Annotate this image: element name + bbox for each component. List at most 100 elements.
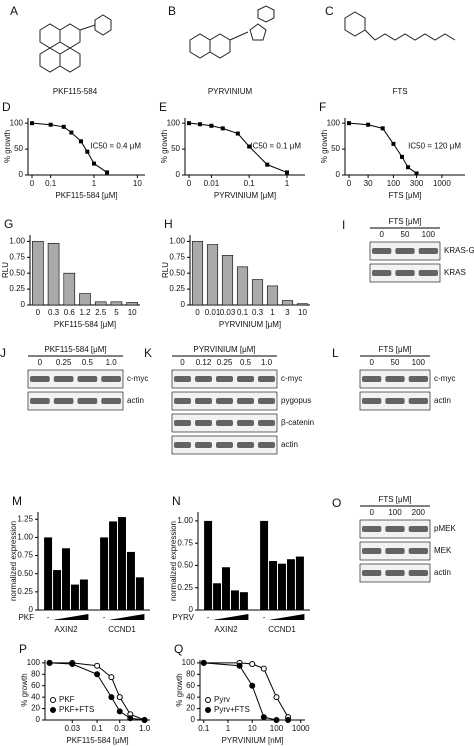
data-point [220, 126, 225, 131]
y-tick-label: 0 [189, 605, 194, 614]
panel-letter: D [2, 100, 11, 114]
y-tick-label: 1.00 [177, 516, 193, 525]
y-axis-label: normalized expression [169, 521, 178, 601]
y-tick-label: 1.00 [17, 533, 33, 542]
blot-band [418, 248, 438, 254]
blot-band [258, 420, 275, 426]
data-point [78, 139, 83, 144]
blot-band [216, 442, 233, 448]
blot-band [77, 398, 98, 404]
legend-label: Pyrv+FTS [214, 705, 250, 714]
blot-band [216, 398, 233, 404]
data-point [48, 122, 53, 127]
x-tick-label: 3 [285, 308, 290, 317]
x-tick-label: 1 [270, 308, 275, 317]
bar [222, 567, 230, 610]
y-tick-label: 0 [336, 170, 341, 179]
y-tick-label: 60 [31, 681, 40, 690]
blot-band [53, 398, 74, 404]
data-point [284, 170, 289, 175]
data-point [380, 126, 385, 131]
blot-band [408, 398, 428, 404]
panel-letter: P [19, 642, 27, 656]
row-label: MEK [434, 546, 452, 555]
control-label: - [207, 613, 210, 622]
blot-band [30, 376, 50, 382]
blot-band [195, 420, 212, 426]
x-tick-label: 0.1 [237, 308, 249, 317]
y-axis-label: % growth [20, 673, 29, 706]
panel-letter: M [12, 494, 22, 508]
data-point [260, 714, 267, 721]
bar [79, 293, 91, 306]
row-label: c-myc [281, 374, 302, 383]
panel-letter: A [10, 4, 18, 18]
data-point [105, 170, 110, 175]
blot-header: FTS [μM] [388, 217, 421, 226]
y-tick-label: 1.00 [169, 236, 185, 245]
row-label: β-catenin [281, 418, 314, 427]
panel-letter: N [172, 494, 181, 508]
lane-label: 0.5 [240, 358, 252, 367]
annotation: IC50 = 120 μM [408, 142, 461, 151]
lane-label: 0.5 [82, 358, 94, 367]
blot-band [408, 570, 428, 576]
control-label: - [103, 613, 106, 622]
control-label: - [47, 613, 50, 622]
data-point [260, 665, 267, 672]
lane-label: 0 [38, 358, 43, 367]
blot-band [372, 270, 392, 276]
bar [206, 244, 219, 306]
y-tick-label: 1.25 [17, 514, 33, 523]
legend-marker [205, 707, 211, 713]
panel-letter: Q [174, 642, 183, 656]
data-point [85, 149, 90, 154]
row-label: actin [127, 396, 144, 405]
data-point [94, 662, 101, 669]
x-tick-label: 1000 [433, 179, 451, 188]
x-tick-label: 0.01 [205, 308, 221, 317]
blot-band [372, 248, 392, 254]
group-label: CCND1 [108, 625, 136, 634]
bar [296, 303, 309, 306]
y-tick-label: 50 [171, 144, 180, 153]
y-tick-label: 0 [176, 170, 181, 179]
y-axis-label: RLU [161, 262, 170, 278]
treatment-label: PYRV [172, 613, 194, 622]
x-tick-label: 0.3 [48, 308, 60, 317]
y-tick-label: 100 [182, 658, 196, 667]
panel-letter: I [342, 218, 345, 232]
data-point [414, 171, 419, 176]
panel-letter: O [332, 496, 341, 510]
data-point [285, 717, 292, 723]
x-tick-label: 0.3 [252, 308, 264, 317]
blot-band [385, 548, 405, 554]
x-tick-label: 0.03 [64, 724, 80, 733]
x-axis-label: PYRVINIUM [μM] [214, 191, 276, 200]
y-tick-label: 0.25 [9, 284, 25, 293]
legend-marker [50, 707, 56, 713]
bar [204, 520, 213, 610]
x-tick-label: 0 [30, 179, 35, 188]
x-tick-label: 300 [410, 179, 424, 188]
x-tick-label: 10 [128, 308, 137, 317]
bar [236, 266, 249, 306]
blot-band [195, 442, 212, 448]
data-point [141, 717, 148, 723]
legend-label: PKF [59, 695, 75, 704]
data-point [116, 708, 123, 715]
dose-wedge [52, 614, 89, 620]
y-tick-label: 0.25 [177, 583, 193, 592]
row-label: actin [434, 568, 451, 577]
blot-band [258, 376, 275, 382]
bar [63, 272, 76, 306]
x-tick-label: 1.2 [79, 308, 91, 317]
blot-band [101, 376, 121, 382]
blot-band [385, 376, 405, 382]
lane-label: 50 [391, 358, 400, 367]
blot-band [237, 442, 254, 448]
data-point [235, 131, 240, 136]
x-tick-label: 0.03 [220, 308, 236, 317]
y-tick-label: 0.25 [17, 587, 33, 596]
